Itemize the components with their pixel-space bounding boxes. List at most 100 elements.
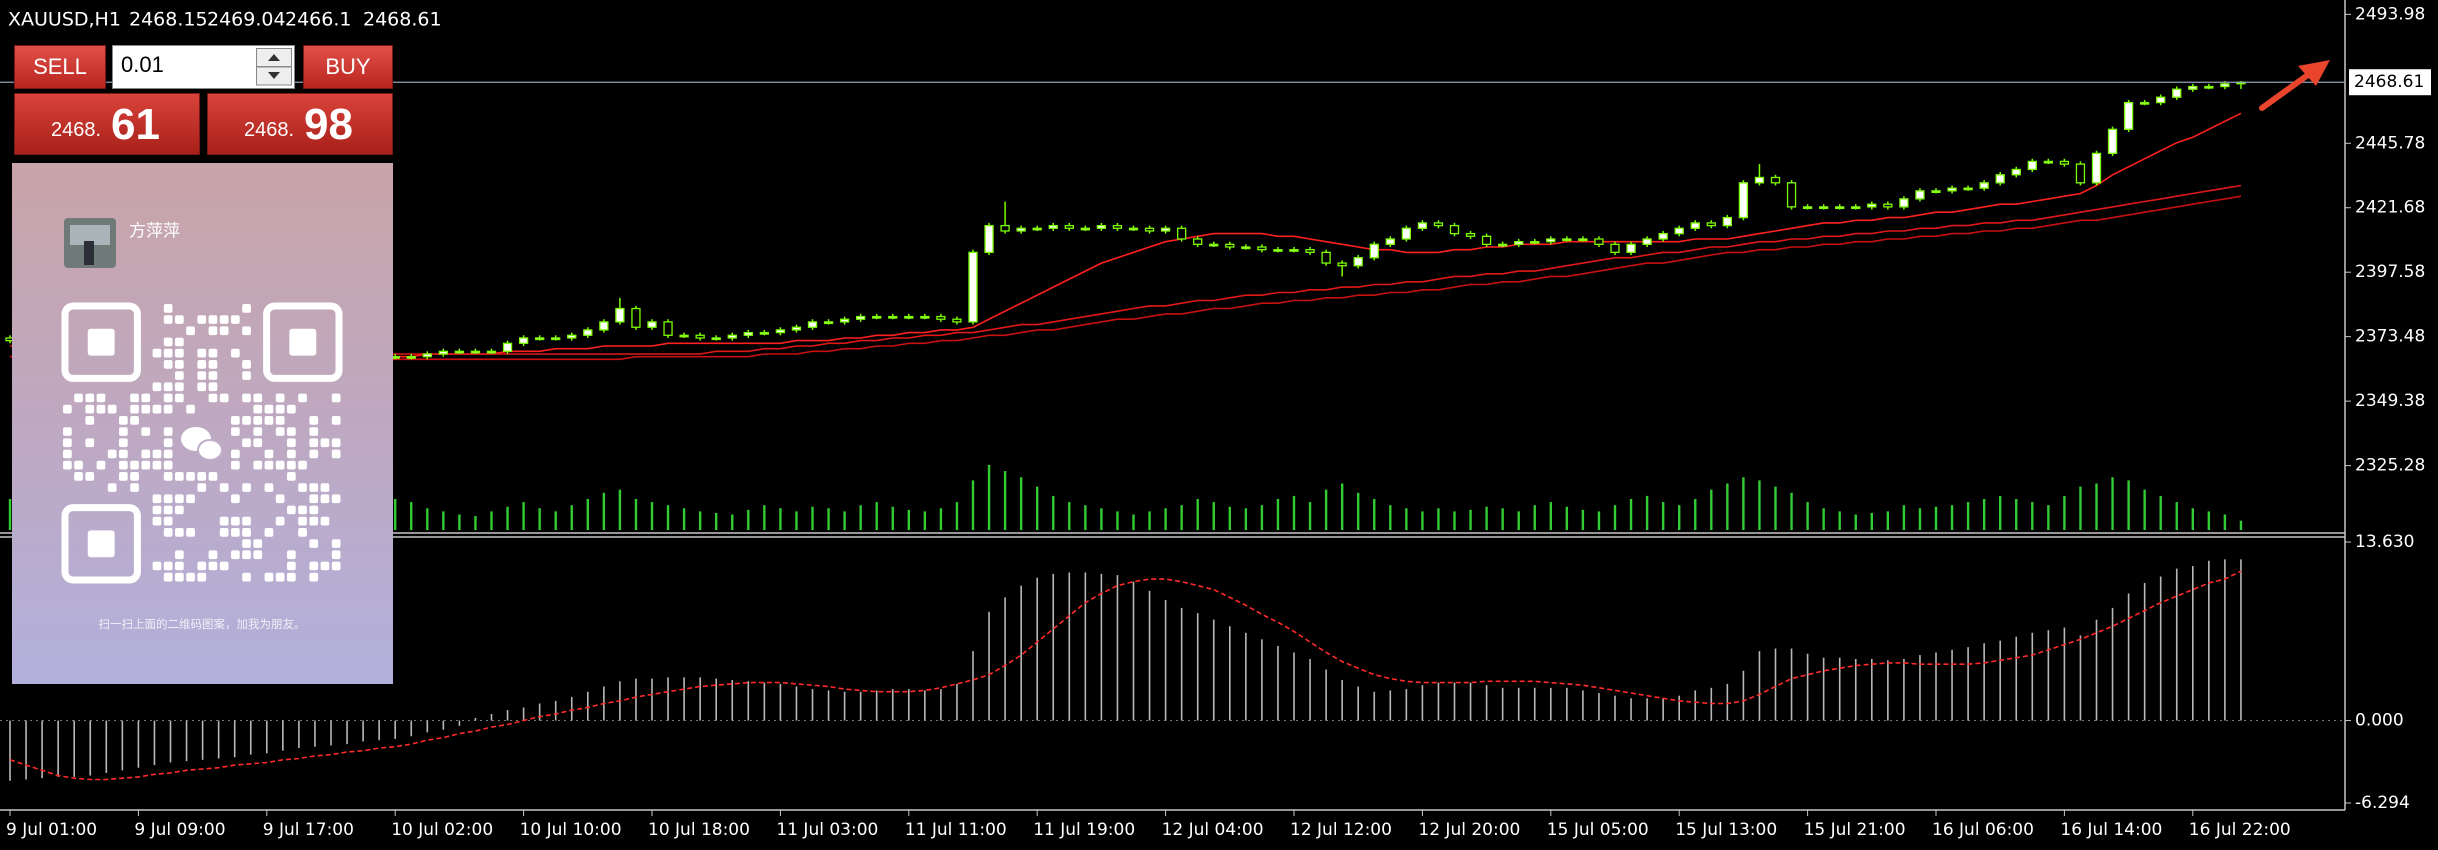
x-tick-label: 10 Jul 02:00 (391, 820, 493, 840)
qr-module (197, 561, 207, 571)
qr-module (219, 483, 229, 492)
volume-bar (955, 502, 959, 530)
qr-module (242, 550, 251, 560)
volume-bar (474, 516, 477, 530)
volume-bar (8, 499, 12, 530)
qr-module (264, 483, 274, 492)
candle-body (1209, 243, 1219, 247)
volume-bar (1196, 499, 1199, 530)
qr-module (309, 494, 319, 504)
candle-body (454, 350, 465, 354)
volume-bar (2111, 477, 2114, 530)
qr-module (231, 348, 240, 358)
spinner[interactable] (256, 48, 292, 86)
candle-body (1562, 238, 1572, 242)
qr-module (275, 416, 285, 425)
ask-price[interactable]: 2468. 98 (207, 93, 393, 155)
volume-bar (1854, 514, 1857, 530)
candle-body (1642, 238, 1652, 245)
candle-body (1144, 227, 1155, 232)
candle-body (1337, 262, 1347, 267)
candle-body (2075, 163, 2086, 184)
candle-body (647, 321, 657, 328)
qr-module (186, 528, 195, 537)
price-label-box (2349, 69, 2431, 96)
qr-module (119, 438, 128, 448)
qr-module (231, 315, 240, 324)
qr-module (287, 550, 296, 560)
qr-module (186, 472, 195, 481)
sell-button[interactable]: SELL (14, 45, 106, 89)
qr-module (197, 472, 207, 481)
qr-module (298, 505, 307, 515)
candle-body (1289, 249, 1299, 252)
candle-body (1048, 224, 1058, 229)
qr-module (197, 315, 207, 324)
bid-price[interactable]: 2468. 61 (14, 93, 200, 155)
candle-body (2043, 160, 2053, 164)
candle-body (920, 315, 930, 319)
candle-body (1899, 198, 1909, 208)
qr-module (175, 393, 184, 403)
volume-bar (1806, 502, 1809, 530)
y-tick-label: 2445.78 (2355, 133, 2425, 153)
volume-bar (1966, 502, 1970, 530)
qr-module (331, 393, 341, 403)
qr-module (331, 494, 341, 504)
volume-bar (1533, 505, 1536, 530)
candle-body (1802, 206, 1813, 210)
lot-input[interactable]: 0.01 (112, 45, 295, 89)
qr-module (152, 348, 162, 358)
qr-module (163, 561, 173, 571)
candle-body (1353, 257, 1363, 267)
spin-up-icon (268, 54, 280, 61)
qr-module (331, 550, 341, 560)
volume-bar (666, 505, 670, 530)
bid-small: 61 (111, 100, 160, 149)
volume-bar (1902, 505, 1906, 530)
qr-module (309, 516, 319, 526)
candle-body (1674, 227, 1684, 235)
qr-module (163, 360, 173, 369)
qr-module (275, 460, 285, 470)
candle-body (759, 331, 769, 335)
volume-bar (1822, 508, 1825, 530)
qr-module (186, 326, 195, 336)
volume-bar (1999, 495, 2002, 530)
candle-body (1481, 235, 1492, 245)
volume-bar (602, 492, 606, 530)
candle-body (1433, 222, 1444, 227)
qr-module (163, 337, 173, 347)
volume-bar (1116, 511, 1119, 530)
candle-body (1064, 224, 1074, 229)
symbol: XAUUSD,H1 (8, 9, 121, 31)
volume-bar (2223, 514, 2227, 530)
candle-body (2220, 83, 2230, 88)
annotation-arrow (2259, 60, 2330, 111)
qr-module (130, 460, 139, 470)
qr-module (208, 393, 218, 403)
candle-body (695, 334, 705, 339)
candle-body (775, 329, 786, 334)
volume-bar (1437, 508, 1440, 530)
volume-bar (1324, 489, 1328, 530)
candle-body (1851, 206, 1861, 210)
qr-module (298, 516, 307, 526)
qr-module (264, 528, 274, 537)
volume-bar (2175, 502, 2178, 530)
volume-bar (1597, 511, 1601, 530)
x-tick-label: 12 Jul 20:00 (1418, 820, 1520, 840)
volume-bar (1758, 480, 1761, 530)
qr-module (253, 427, 263, 436)
qr-module (298, 460, 307, 470)
qr-module (242, 438, 251, 448)
candle-body (1722, 216, 1732, 227)
qr-module (298, 483, 307, 492)
volume-bar (538, 508, 541, 530)
qr-module (231, 460, 240, 470)
candle-body (872, 315, 882, 319)
volume-bar (1726, 483, 1729, 530)
buy-button[interactable]: BUY (303, 45, 393, 89)
candle-body (663, 321, 673, 336)
candle-body (1385, 238, 1395, 245)
